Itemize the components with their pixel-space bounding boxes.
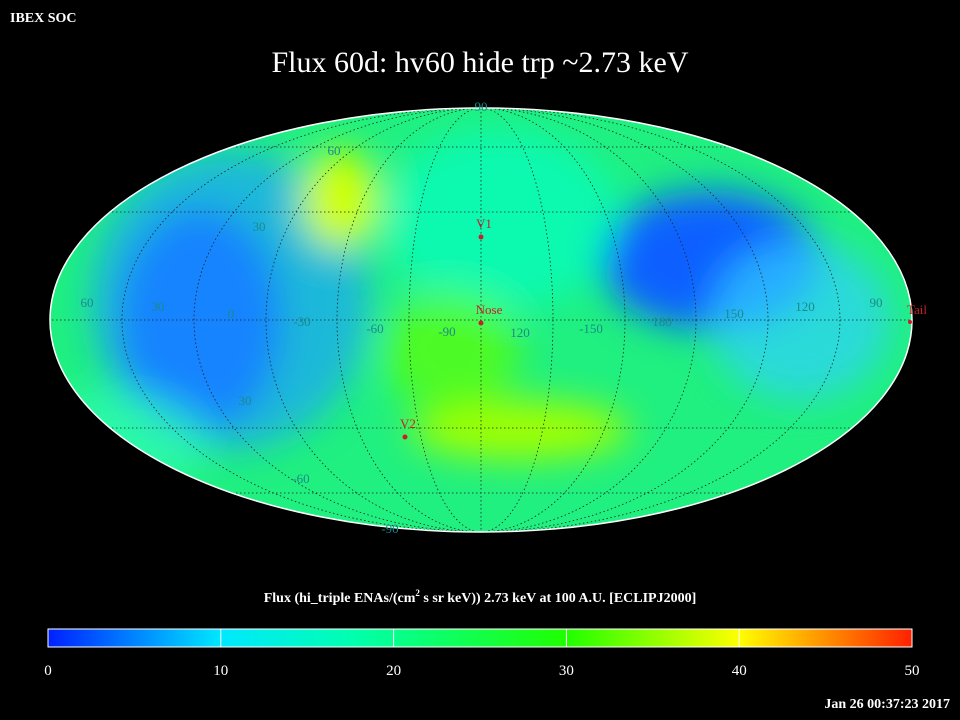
grid-label: -150	[579, 321, 603, 336]
marker-label: Tail	[907, 302, 927, 317]
colorbar-tick-label: 20	[386, 663, 401, 679]
label-part: s sr keV)) 2.73 keV at 100 A.U. [ECLIPJ2…	[420, 591, 696, 606]
grid-label: 180	[652, 314, 672, 329]
marker-dot	[478, 320, 484, 326]
timestamp: Jan 26 00:37:23 2017	[824, 697, 950, 712]
source: IBEX SOC	[10, 11, 77, 26]
colorbar-tick-label: 0	[44, 663, 52, 679]
colorbar-tick-label: 50	[905, 663, 920, 679]
colorbar-tick-label: 40	[732, 663, 747, 679]
grid-label: -30	[293, 314, 310, 329]
marker-label: V2	[400, 416, 416, 431]
grid-label: 0	[228, 306, 235, 321]
grid-label: 120	[510, 325, 530, 340]
colorbar: 0 10 20 30 40 50	[44, 628, 920, 679]
label-part: Flux (hi_triple ENAs/(cm	[264, 591, 416, 606]
grid-label: -90	[381, 521, 398, 536]
grid-label: 60	[328, 143, 341, 158]
grid-label: 30	[152, 299, 165, 314]
label-sup: 2	[415, 588, 420, 598]
markers: V1 Nose Tail V2	[400, 216, 927, 440]
sky-map	[50, 108, 912, 532]
grid-label: -60	[366, 321, 383, 336]
colorbar-label: Flux (hi_triple ENAs/(cm2 s sr keV)) 2.7…	[264, 588, 697, 606]
grid-label: -60	[292, 471, 309, 486]
colorbar-tick-label: 10	[213, 663, 228, 679]
colorbar-tick-label: 30	[559, 663, 574, 679]
colorbar-bar	[47, 628, 913, 648]
map-border	[49, 107, 913, 533]
grid-label: 30	[253, 219, 266, 234]
grid-label: -90	[438, 324, 455, 339]
marker-dot	[908, 320, 912, 324]
marker-dot	[402, 434, 408, 440]
grid-label: 30	[239, 393, 252, 408]
grid-label: 120	[795, 299, 815, 314]
title: Flux 60d: hv60 hide trp ~2.73 keV	[271, 46, 688, 79]
grid-label: 60	[81, 295, 94, 310]
grid-labels: 90 60 30 60 30 0 -30 -60 -90 120 -150 18…	[81, 99, 883, 536]
marker-dot	[478, 234, 484, 240]
grid-label: 90	[870, 295, 883, 310]
grid-label: 150	[724, 306, 744, 321]
marker-label: V1	[476, 216, 492, 231]
marker-label: Nose	[476, 302, 503, 317]
grid-label: 90	[475, 99, 488, 114]
